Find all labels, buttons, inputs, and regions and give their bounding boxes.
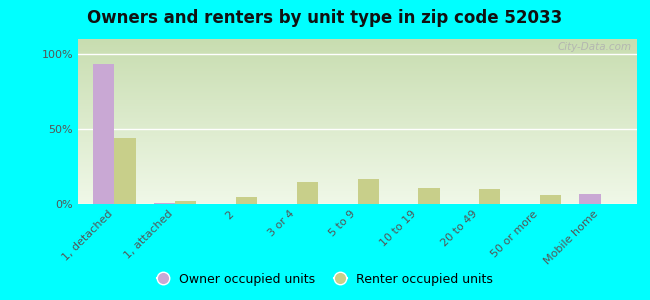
Bar	[418, 188, 439, 204]
Legend: Owner occupied units, Renter occupied units: Owner occupied units, Renter occupied un…	[151, 268, 499, 291]
Bar	[297, 182, 318, 204]
Bar	[579, 194, 601, 204]
Text: Owners and renters by unit type in zip code 52033: Owners and renters by unit type in zip c…	[87, 9, 563, 27]
Bar	[358, 178, 379, 204]
Bar	[93, 64, 114, 204]
Bar	[154, 202, 176, 204]
Text: City-Data.com: City-Data.com	[557, 42, 631, 52]
Bar	[479, 189, 501, 204]
Bar	[114, 138, 136, 204]
Bar	[540, 195, 561, 204]
Bar	[176, 201, 196, 204]
Bar	[236, 196, 257, 204]
